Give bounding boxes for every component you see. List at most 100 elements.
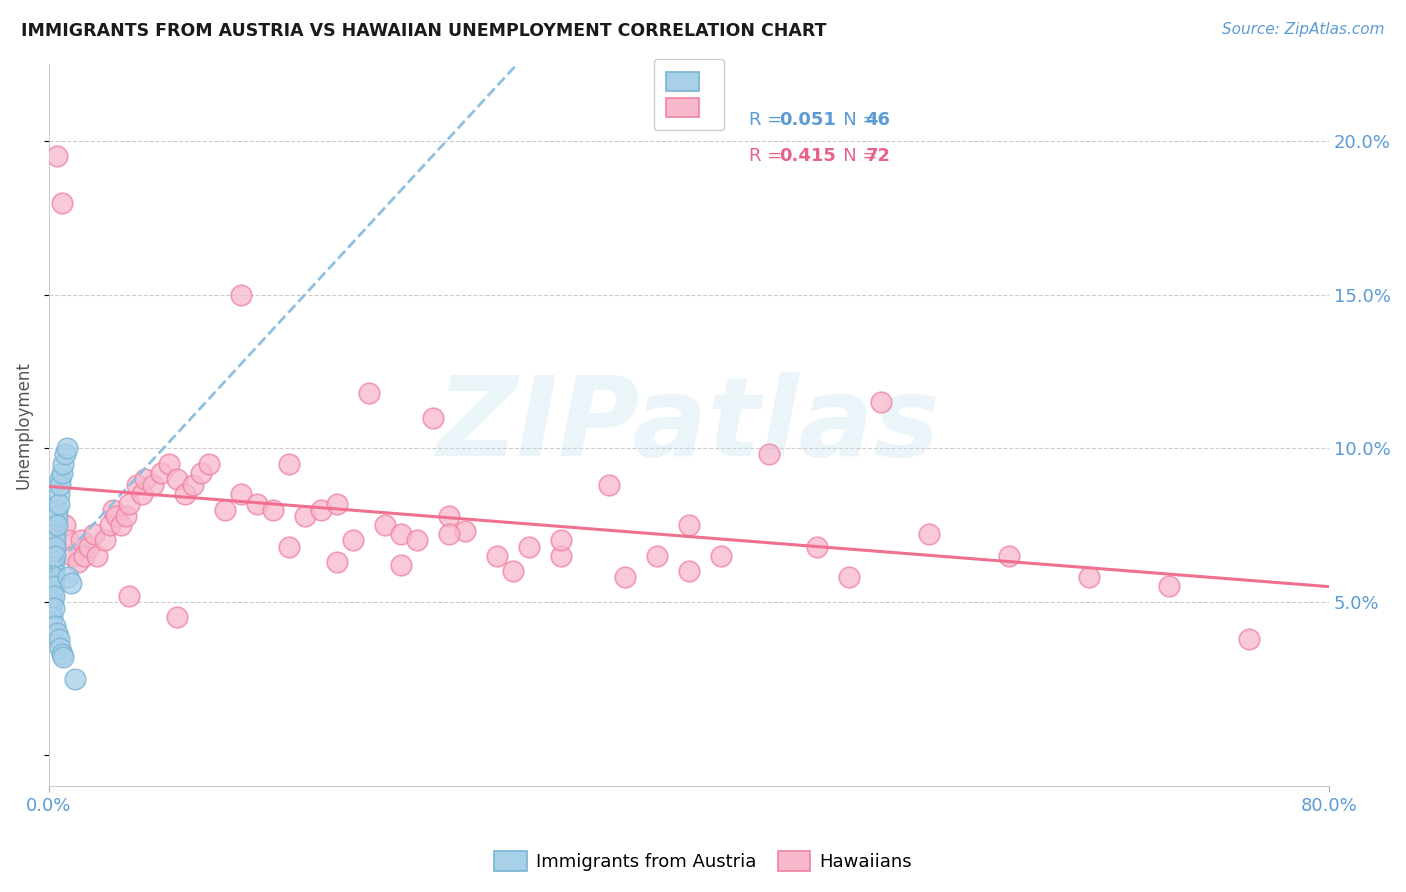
Point — [42, 601, 65, 615]
Point — [73, 549, 96, 563]
Point — [870, 395, 893, 409]
Point — [278, 540, 301, 554]
Point — [550, 533, 572, 548]
Point — [94, 533, 117, 548]
Point — [42, 570, 65, 584]
Point — [229, 287, 252, 301]
Point — [39, 589, 62, 603]
Point — [131, 487, 153, 501]
Point — [86, 549, 108, 563]
Point — [105, 508, 128, 523]
Point — [51, 647, 73, 661]
Point — [51, 466, 73, 480]
Point — [838, 570, 860, 584]
Point — [44, 549, 66, 563]
Point — [42, 589, 65, 603]
Point — [44, 533, 66, 548]
Point — [48, 632, 70, 646]
Point — [758, 447, 780, 461]
Point — [39, 558, 62, 572]
Point — [39, 601, 62, 615]
Point — [645, 549, 668, 563]
Point — [918, 527, 941, 541]
Point — [42, 549, 65, 563]
Point — [710, 549, 733, 563]
Point — [118, 497, 141, 511]
Point — [278, 457, 301, 471]
Point — [41, 576, 63, 591]
Point — [142, 478, 165, 492]
Text: R =: R = — [748, 147, 787, 165]
Point — [42, 555, 65, 569]
Point — [52, 457, 75, 471]
Point — [55, 442, 77, 456]
Point — [166, 472, 188, 486]
Text: ZIPatlas: ZIPatlas — [437, 372, 941, 479]
Point — [41, 564, 63, 578]
Point — [60, 576, 83, 591]
Point — [437, 527, 460, 541]
Point — [486, 549, 509, 563]
Point — [262, 502, 284, 516]
Point — [181, 478, 204, 492]
Point — [41, 610, 63, 624]
Point — [53, 518, 76, 533]
Point — [39, 579, 62, 593]
Point — [44, 619, 66, 633]
Point — [46, 508, 69, 523]
Y-axis label: Unemployment: Unemployment — [15, 361, 32, 489]
Text: 46: 46 — [865, 112, 890, 129]
Text: Source: ZipAtlas.com: Source: ZipAtlas.com — [1222, 22, 1385, 37]
Text: 72: 72 — [865, 147, 890, 165]
Point — [110, 518, 132, 533]
Point — [422, 410, 444, 425]
Point — [1159, 579, 1181, 593]
Point — [56, 570, 79, 584]
Point — [389, 558, 412, 572]
Legend: Immigrants from Austria, Hawaiians: Immigrants from Austria, Hawaiians — [486, 844, 920, 879]
Point — [44, 540, 66, 554]
Point — [229, 487, 252, 501]
Point — [190, 466, 212, 480]
Point — [41, 585, 63, 599]
Text: 0.415: 0.415 — [779, 147, 837, 165]
Point — [49, 640, 72, 655]
Point — [246, 497, 269, 511]
Point — [53, 447, 76, 461]
Point — [101, 502, 124, 516]
Point — [614, 570, 637, 584]
Point — [198, 457, 221, 471]
Point — [51, 195, 73, 210]
Point — [678, 518, 700, 533]
Point — [598, 478, 620, 492]
Point — [157, 457, 180, 471]
Point — [550, 549, 572, 563]
Point — [502, 564, 524, 578]
Point — [134, 472, 156, 486]
Point — [454, 524, 477, 539]
Point — [678, 564, 700, 578]
Point — [70, 533, 93, 548]
Point — [326, 555, 349, 569]
Point — [517, 540, 540, 554]
Point — [342, 533, 364, 548]
Point — [326, 497, 349, 511]
Text: 0.051: 0.051 — [779, 112, 837, 129]
Point — [62, 549, 84, 563]
Point — [46, 518, 69, 533]
Point — [46, 149, 69, 163]
Text: N =: N = — [825, 147, 883, 165]
Point — [149, 466, 172, 480]
Point — [39, 570, 62, 584]
Point — [41, 555, 63, 569]
Point — [44, 527, 66, 541]
Point — [56, 533, 79, 548]
Point — [46, 502, 69, 516]
Text: N =: N = — [825, 112, 883, 129]
Point — [1078, 570, 1101, 584]
Point — [77, 540, 100, 554]
Point — [309, 502, 332, 516]
Point — [174, 487, 197, 501]
Point — [46, 625, 69, 640]
Point — [83, 527, 105, 541]
